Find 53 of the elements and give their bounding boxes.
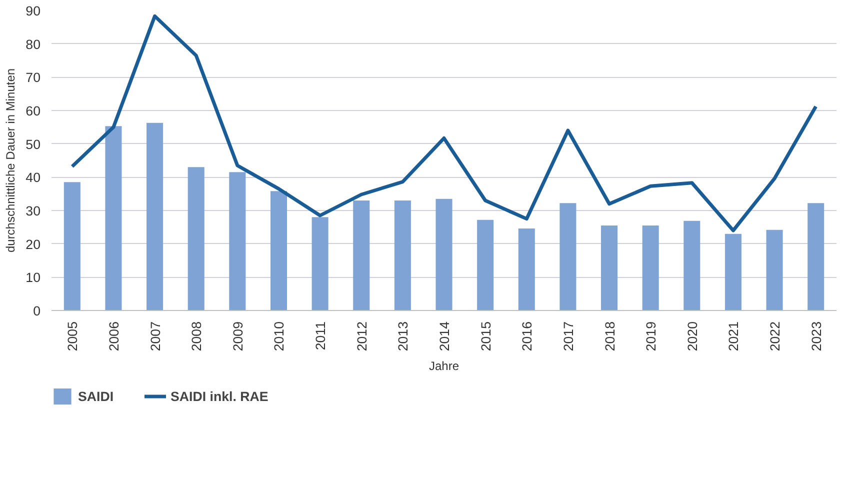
x-tick-label: 2009	[230, 321, 246, 352]
bar	[229, 172, 246, 310]
x-tick-label: 2022	[768, 321, 783, 352]
x-tick-label: 2018	[602, 321, 618, 352]
line-series	[70, 14, 818, 232]
x-tick-label: 2019	[644, 321, 659, 352]
bar	[518, 228, 535, 310]
y-tick-label: 30	[26, 204, 41, 218]
y-tick-label: 50	[26, 136, 41, 152]
bar	[312, 217, 328, 310]
bar	[601, 226, 618, 310]
x-tick-label: 2007	[148, 321, 163, 352]
x-tick-label: 2011	[313, 321, 328, 350]
bar	[394, 200, 411, 310]
bar	[560, 203, 576, 310]
bar	[724, 234, 742, 310]
x-tick-label: 2015	[478, 321, 494, 352]
bar	[436, 198, 452, 310]
bar	[477, 220, 494, 310]
x-tick-label: 2017	[560, 321, 576, 352]
y-tick-label: 80	[26, 36, 41, 52]
x-tick-label: 2021	[726, 321, 742, 352]
x-tick-label: 2013	[396, 321, 411, 352]
bar	[146, 122, 164, 310]
y-tick-label: 0	[33, 304, 41, 318]
y-tick-label: 90	[26, 4, 41, 18]
legend-label: SAIDI inkl. RAE	[170, 388, 268, 404]
bar	[642, 226, 659, 310]
bar	[766, 230, 783, 310]
bar	[64, 182, 80, 310]
y-tick-label: 40	[26, 170, 41, 186]
bar	[353, 200, 370, 310]
x-tick-label: 2010	[272, 321, 287, 352]
x-tick-label: 2006	[106, 321, 122, 352]
bar	[684, 220, 700, 310]
y-tick-label: 70	[26, 70, 41, 86]
x-tick-label: 2014	[437, 320, 452, 352]
y-tick-label: 10	[26, 270, 41, 286]
y-tick-label: 60	[26, 104, 41, 118]
y-axis-title: durchschnittliche Dauer in Minuten	[4, 68, 18, 253]
y-tick-label: 20	[26, 236, 41, 252]
x-tick-label: 2023	[808, 321, 824, 352]
bar	[188, 167, 204, 310]
x-tick-label: 2020	[684, 321, 700, 352]
bar	[105, 126, 122, 310]
x-tick-label: 2012	[354, 321, 370, 352]
x-axis-title: Jahre	[428, 359, 460, 374]
bar	[808, 203, 824, 310]
bar	[270, 191, 287, 310]
x-tick-label: 2016	[520, 321, 535, 352]
x-tick-label: 2008	[189, 321, 204, 352]
x-tick-label: 2005	[65, 321, 80, 352]
legend-label: SAIDI	[78, 388, 114, 404]
